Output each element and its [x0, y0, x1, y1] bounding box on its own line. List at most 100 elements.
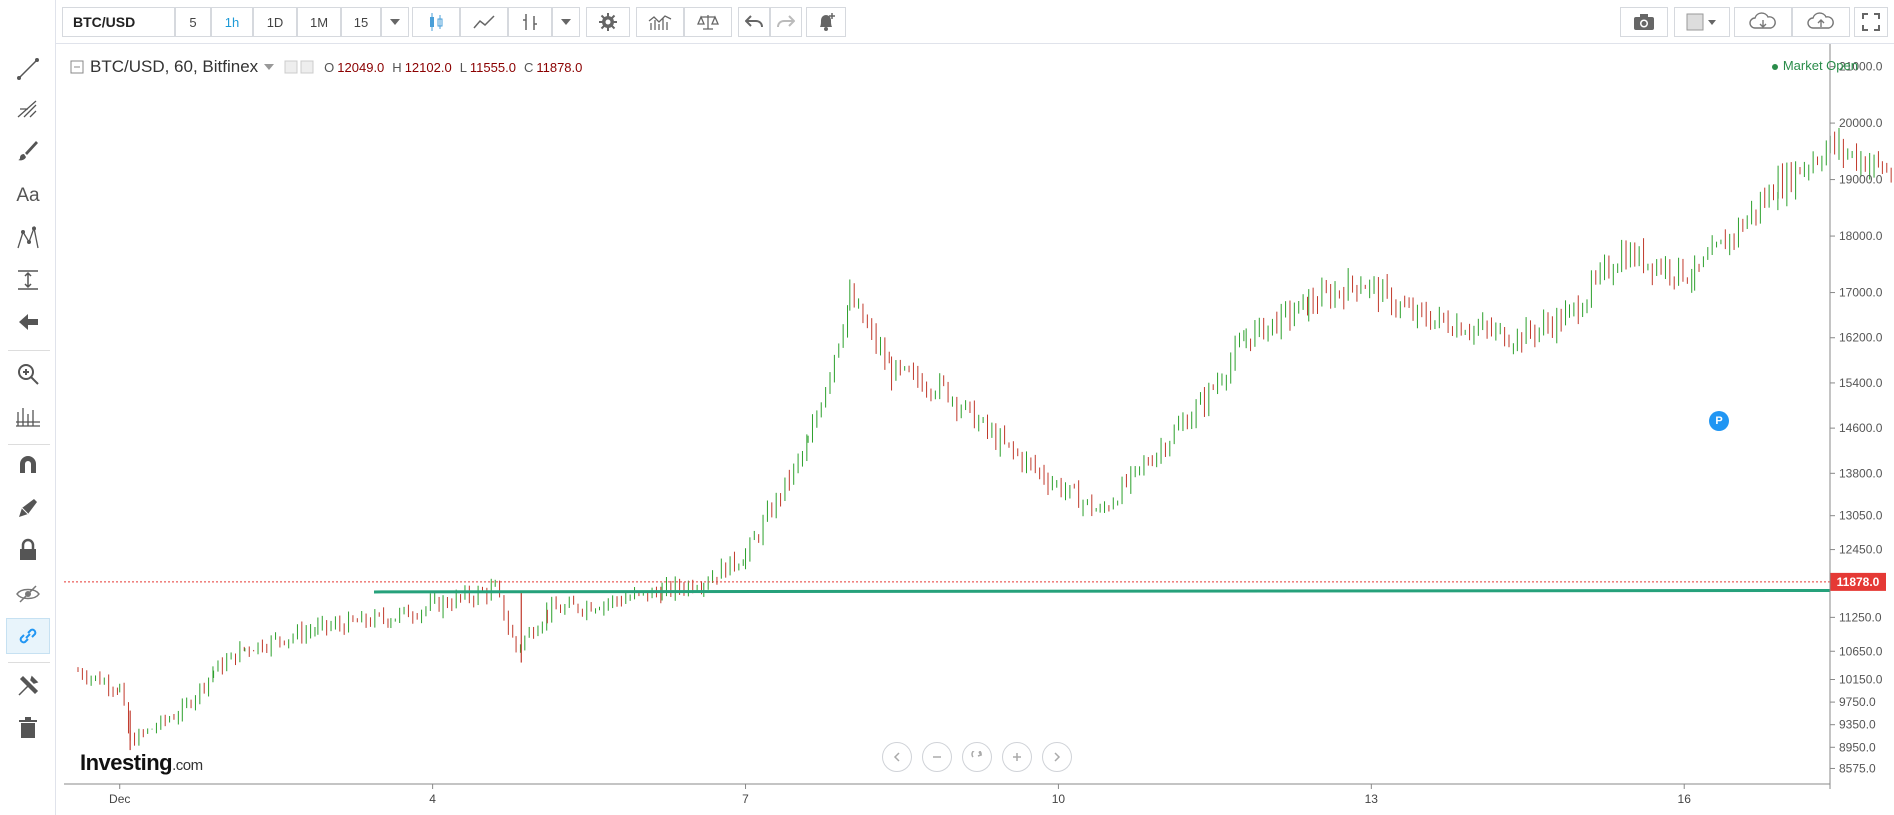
scroll-left-button[interactable]: [882, 742, 912, 772]
layout-square-icon: [1686, 13, 1716, 31]
layout-button[interactable]: [1674, 7, 1730, 37]
zoom-in-button[interactable]: [1002, 742, 1032, 772]
time-tick-label: Dec: [109, 792, 130, 806]
alert-button[interactable]: [806, 7, 846, 37]
market-status: Market Open: [1771, 58, 1858, 73]
delete-drawings-tool[interactable]: [6, 710, 50, 746]
candles-icon: [430, 13, 443, 31]
link-icon: [19, 628, 37, 644]
price-tick-label: 15400.0: [1839, 376, 1883, 390]
refresh-icon: [971, 751, 983, 758]
interval-5-button[interactable]: 5: [175, 7, 211, 37]
symbol-input[interactable]: [62, 7, 175, 37]
toolbar-divider: [8, 444, 50, 445]
chevron-down-icon[interactable]: [264, 64, 275, 70]
zoom-tool[interactable]: [6, 356, 50, 392]
indicators-button[interactable]: [460, 7, 508, 37]
time-tick-label: 13: [1365, 792, 1379, 806]
pattern-icon: [17, 226, 39, 249]
zoom-icon: [18, 364, 39, 385]
interval-dropdown-button[interactable]: [381, 7, 409, 37]
brush-tool[interactable]: [6, 133, 50, 169]
indicator-line-icon: [473, 15, 495, 29]
compare-dropdown-button[interactable]: [552, 7, 580, 37]
load-chart-button[interactable]: [1734, 7, 1792, 37]
snapshot-button[interactable]: [1620, 7, 1668, 37]
price-tick-label: 10650.0: [1839, 644, 1883, 658]
arrow-tool[interactable]: [6, 304, 50, 340]
pitchfork-tool[interactable]: [6, 91, 50, 127]
studies-button[interactable]: [636, 7, 684, 37]
redo-button[interactable]: [770, 7, 802, 37]
time-tick-label: 7: [742, 792, 749, 806]
pattern-tool[interactable]: [6, 220, 50, 256]
minus-icon: [933, 756, 941, 758]
legend-close: C 11878.0: [523, 59, 583, 75]
arrow-left-icon: [19, 314, 38, 330]
price-chart[interactable]: 11878.0 21000.0 20000.0 19000.0 18000.0 1700…: [56, 44, 1894, 815]
price-tick-label: 11250.0: [1839, 610, 1882, 624]
settings-button[interactable]: [586, 7, 630, 37]
interval-15-button[interactable]: 15: [341, 7, 381, 37]
price-tick-label: 9350.0: [1839, 718, 1876, 732]
hide-drawings-tool[interactable]: [6, 576, 50, 612]
time-tick-label: 10: [1052, 792, 1066, 806]
draw-mode-tool[interactable]: [6, 490, 50, 526]
legend-open: O 12049.0: [324, 59, 385, 75]
toolbar-divider: [8, 350, 50, 351]
time-tick-label: 4: [429, 792, 436, 806]
interval-1m-button[interactable]: 1M: [297, 7, 341, 37]
price-tick-label: 10150.0: [1839, 672, 1883, 686]
candles-type-button[interactable]: [412, 7, 460, 37]
redo-icon: [777, 15, 795, 28]
ruler-icon: [16, 408, 40, 427]
lock-tool[interactable]: [6, 532, 50, 568]
fullscreen-icon: [1862, 13, 1880, 31]
pitchfork-icon: [17, 100, 37, 118]
reset-button[interactable]: [962, 742, 992, 772]
legend-high: H 12102.0: [392, 59, 452, 75]
eye-hidden-icon: [16, 585, 40, 603]
remove-tools-tool[interactable]: [6, 668, 50, 704]
bell-plus-icon: [820, 13, 835, 31]
zoom-out-button[interactable]: [922, 742, 952, 772]
sync-drawings-tool[interactable]: [6, 618, 50, 654]
undo-icon: [745, 15, 763, 28]
bar-chart-icon: [648, 15, 672, 30]
gear-icon: [599, 13, 617, 31]
chevron-left-icon: [893, 752, 900, 762]
legend-settings-icon[interactable]: [284, 60, 316, 74]
interval-1h-button[interactable]: 1h: [211, 7, 253, 37]
chart-navigation: [882, 742, 1072, 772]
balance-icon: [697, 15, 719, 30]
price-tick-label: 12450.0: [1839, 543, 1883, 557]
collapse-legend-icon[interactable]: [70, 60, 84, 74]
price-alert-marker[interactable]: P: [1709, 411, 1729, 431]
magnet-tool[interactable]: [6, 447, 50, 483]
text-tool[interactable]: Aa: [6, 178, 50, 214]
magnet-icon: [20, 456, 36, 473]
price-tick-label: 18000.0: [1839, 229, 1883, 243]
pencil-icon: [19, 499, 37, 517]
undo-button[interactable]: [738, 7, 770, 37]
left-toolbar: Aa: [0, 0, 56, 815]
legend-low: L 11555.0: [459, 59, 516, 75]
ruler-tool[interactable]: [6, 398, 50, 434]
last-price-badge: [1830, 572, 1886, 591]
scroll-right-button[interactable]: [1042, 742, 1072, 772]
lock-icon: [20, 538, 36, 560]
price-tick-label: 21000.0: [1839, 60, 1883, 74]
price-tick-label: 16200.0: [1839, 331, 1883, 345]
save-chart-button[interactable]: [1792, 7, 1850, 37]
legend-title[interactable]: BTC/USD, 60, Bitfinex: [90, 57, 259, 76]
compare-button[interactable]: [508, 7, 552, 37]
brand-logo: Investing.com: [80, 750, 203, 775]
measure-icon: [18, 270, 38, 290]
price-tick-label: 8575.0: [1839, 761, 1876, 775]
fullscreen-button[interactable]: [1854, 7, 1888, 37]
interval-1d-button[interactable]: 1D: [253, 7, 297, 37]
scale-button[interactable]: [684, 7, 732, 37]
trend-line-tool[interactable]: [6, 51, 50, 87]
measure-tool[interactable]: [6, 262, 50, 298]
price-tick-label: 20000.0: [1839, 116, 1883, 130]
